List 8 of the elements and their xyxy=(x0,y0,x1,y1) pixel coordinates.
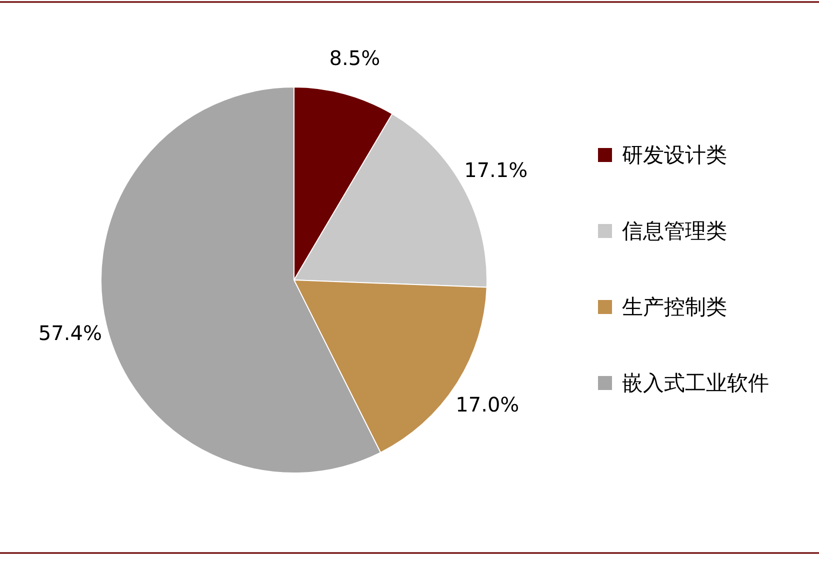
data-label: 17.0% xyxy=(456,392,520,416)
legend-label: 信息管理类 xyxy=(622,219,727,243)
data-label: 8.5% xyxy=(329,46,380,70)
legend-label: 研发设计类 xyxy=(622,143,727,167)
data-label: 17.1% xyxy=(464,158,528,182)
legend-label: 生产控制类 xyxy=(622,295,727,319)
data-label: 57.4% xyxy=(38,320,102,345)
legend-label: 嵌入式工业软件 xyxy=(622,371,769,395)
